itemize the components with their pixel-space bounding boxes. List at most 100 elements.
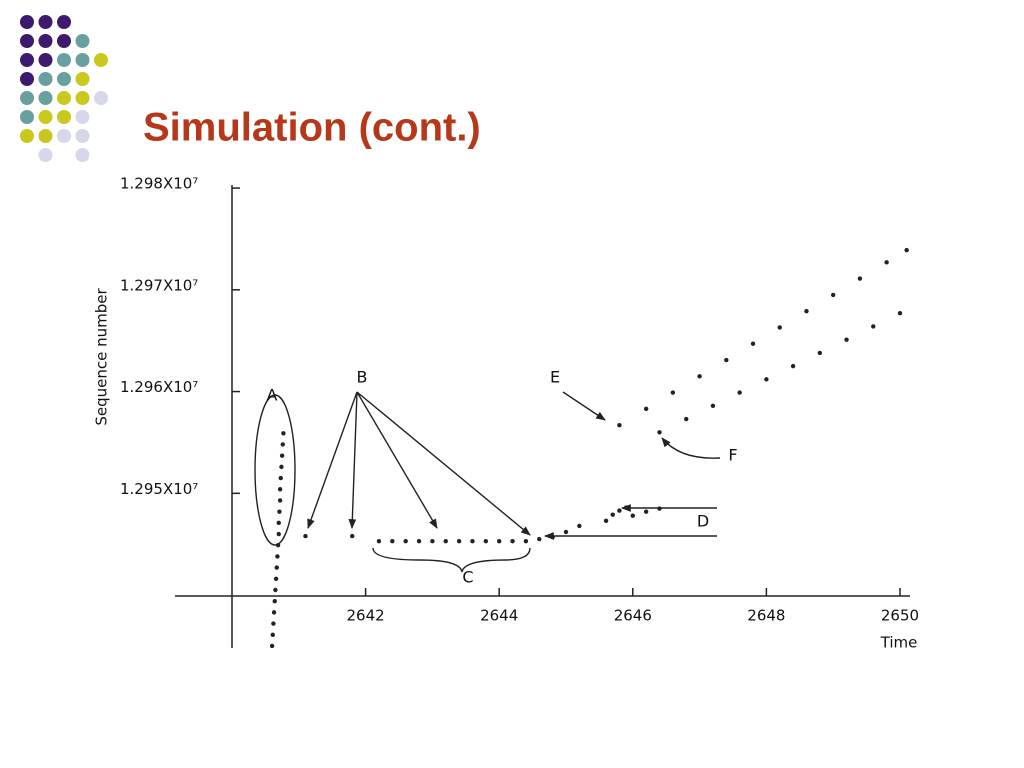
dot — [38, 15, 53, 29]
point — [270, 632, 275, 637]
point — [403, 538, 408, 544]
point — [643, 509, 649, 514]
y-tick-label: 1.298X10⁷ — [120, 175, 198, 193]
point — [483, 538, 489, 544]
point — [750, 341, 756, 346]
point — [496, 538, 502, 544]
point — [280, 442, 285, 447]
dot — [20, 53, 34, 67]
dot — [57, 110, 71, 124]
dot — [38, 129, 53, 143]
brace — [372, 547, 531, 573]
dot — [20, 129, 34, 143]
point — [537, 536, 542, 542]
point — [456, 538, 462, 544]
arrow — [356, 391, 531, 536]
point — [630, 513, 635, 518]
ellipse — [254, 394, 296, 546]
point — [577, 523, 582, 529]
dot — [38, 34, 53, 48]
point — [279, 464, 284, 470]
annotation: F — [728, 446, 737, 465]
point — [281, 431, 286, 436]
arrow — [562, 391, 606, 421]
dot — [94, 53, 108, 67]
point — [272, 598, 277, 604]
point — [897, 311, 903, 316]
point — [275, 543, 281, 548]
dot — [57, 91, 71, 105]
point — [804, 308, 809, 314]
dot — [20, 72, 34, 86]
point — [817, 350, 823, 356]
point — [610, 512, 615, 517]
point — [617, 422, 622, 428]
point — [276, 520, 281, 526]
dot — [75, 72, 90, 86]
dot — [38, 91, 53, 105]
dot — [75, 34, 90, 48]
point — [390, 538, 395, 544]
point — [657, 506, 662, 511]
dot — [57, 15, 71, 29]
point — [510, 538, 515, 544]
dot — [57, 53, 71, 67]
point — [643, 406, 649, 412]
x-tick-label: 2644 — [480, 607, 518, 625]
annotation: E — [550, 368, 560, 387]
point — [670, 390, 676, 395]
dot — [75, 91, 90, 105]
arrow — [307, 391, 358, 529]
point — [764, 377, 769, 382]
point — [844, 337, 849, 342]
x-axis-label: Time — [880, 634, 918, 652]
point — [710, 403, 716, 409]
arrow — [348, 391, 358, 529]
point — [273, 587, 278, 593]
dot — [57, 34, 71, 48]
point — [269, 643, 275, 649]
dot — [75, 129, 90, 143]
point — [273, 576, 279, 582]
point — [376, 538, 382, 544]
point — [276, 531, 281, 537]
point — [871, 324, 876, 329]
dot — [20, 110, 34, 124]
point — [271, 610, 277, 615]
x-tick-label: 2646 — [614, 607, 652, 625]
point — [416, 538, 422, 544]
point — [884, 260, 889, 265]
point — [277, 509, 282, 514]
point — [697, 374, 702, 379]
point — [470, 538, 475, 544]
point — [857, 276, 863, 281]
dot — [57, 72, 71, 86]
dot — [75, 53, 90, 67]
point — [350, 533, 355, 539]
point — [563, 529, 569, 535]
y-tick-label: 1.295X10⁷ — [120, 480, 198, 498]
point — [623, 505, 629, 510]
x-tick-label: 2650 — [881, 607, 919, 625]
point — [277, 487, 283, 492]
point — [550, 534, 555, 540]
slide-title: Simulation (cont.) — [143, 106, 481, 150]
point — [443, 538, 448, 544]
point — [617, 508, 622, 513]
dot — [38, 110, 53, 124]
point — [274, 565, 279, 570]
decoration — [20, 15, 108, 162]
point — [790, 363, 796, 369]
point — [684, 416, 689, 422]
point — [603, 518, 609, 524]
point — [904, 247, 909, 253]
y-tick-label: 1.297X10⁷ — [120, 276, 198, 294]
arrow — [661, 437, 721, 459]
y-axis-label: Sequence number — [93, 288, 111, 426]
dot — [38, 53, 53, 67]
point — [275, 554, 280, 559]
annotation: C — [462, 568, 473, 587]
point — [777, 325, 782, 330]
point — [303, 533, 308, 539]
point — [430, 538, 435, 544]
